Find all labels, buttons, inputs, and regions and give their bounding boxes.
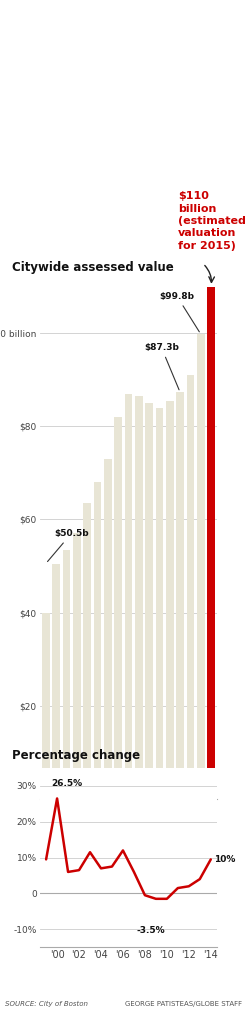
Bar — [62, 550, 70, 799]
Bar — [145, 403, 153, 799]
Bar — [83, 503, 91, 799]
Bar — [94, 482, 101, 799]
Text: Percentage change: Percentage change — [12, 749, 141, 762]
Text: $110
billion
(estimated
valuation
for 2015): $110 billion (estimated valuation for 20… — [178, 191, 246, 251]
Text: $50.5b: $50.5b — [47, 529, 89, 561]
Bar — [42, 612, 50, 799]
Text: $99.8b: $99.8b — [160, 292, 199, 332]
Bar — [135, 396, 143, 799]
Text: -3.5%: -3.5% — [136, 926, 165, 935]
Text: 10%: 10% — [214, 855, 235, 864]
Bar — [73, 534, 81, 799]
Bar — [197, 334, 205, 799]
Text: $87.3b: $87.3b — [144, 343, 179, 390]
Bar — [156, 408, 163, 799]
Bar — [104, 459, 112, 799]
Bar — [186, 375, 194, 799]
Text: SOURCE: City of Boston: SOURCE: City of Boston — [5, 1000, 88, 1007]
Bar — [176, 392, 184, 799]
Bar — [207, 287, 215, 799]
Text: GEORGE PATISTEAS/GLOBE STAFF: GEORGE PATISTEAS/GLOBE STAFF — [125, 1000, 242, 1007]
Text: Citywide assessed value: Citywide assessed value — [12, 261, 174, 274]
Bar — [166, 400, 174, 799]
Bar — [124, 394, 132, 799]
Bar — [114, 417, 122, 799]
Bar — [52, 563, 60, 799]
Text: 26.5%: 26.5% — [52, 778, 83, 787]
